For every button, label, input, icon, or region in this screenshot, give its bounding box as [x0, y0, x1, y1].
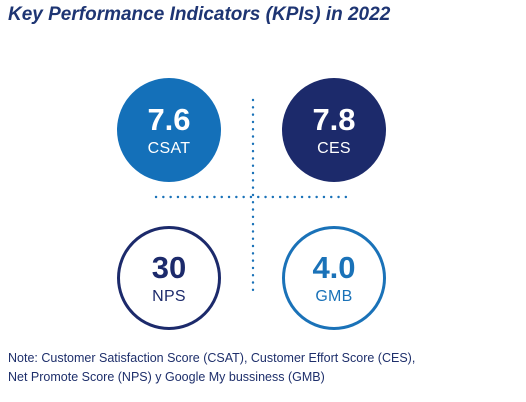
kpi-label-ces: CES	[317, 139, 351, 157]
kpi-circle-ces: 7.8 CES	[282, 78, 386, 182]
kpi-label-gmb: GMB	[315, 287, 353, 305]
kpi-value-gmb: 4.0	[312, 249, 356, 285]
footnote: Note: Customer Satisfaction Score (CSAT)…	[8, 349, 518, 387]
page-title: Key Performance Indicators (KPIs) in 202…	[8, 4, 391, 25]
footnote-line-2: Net Promote Score (NPS) y Google My buss…	[8, 370, 325, 384]
kpi-value-ces: 7.8	[312, 101, 356, 137]
kpi-circle-csat: 7.6 CSAT	[117, 78, 221, 182]
kpi-label-nps: NPS	[152, 287, 186, 305]
kpi-value-csat: 7.6	[147, 101, 191, 137]
kpi-circle-nps: 30 NPS	[117, 226, 221, 330]
footnote-line-1: Note: Customer Satisfaction Score (CSAT)…	[8, 351, 416, 365]
kpi-value-nps: 30	[151, 249, 187, 285]
kpi-circle-gmb: 4.0 GMB	[282, 226, 386, 330]
kpi-label-csat: CSAT	[147, 139, 191, 157]
